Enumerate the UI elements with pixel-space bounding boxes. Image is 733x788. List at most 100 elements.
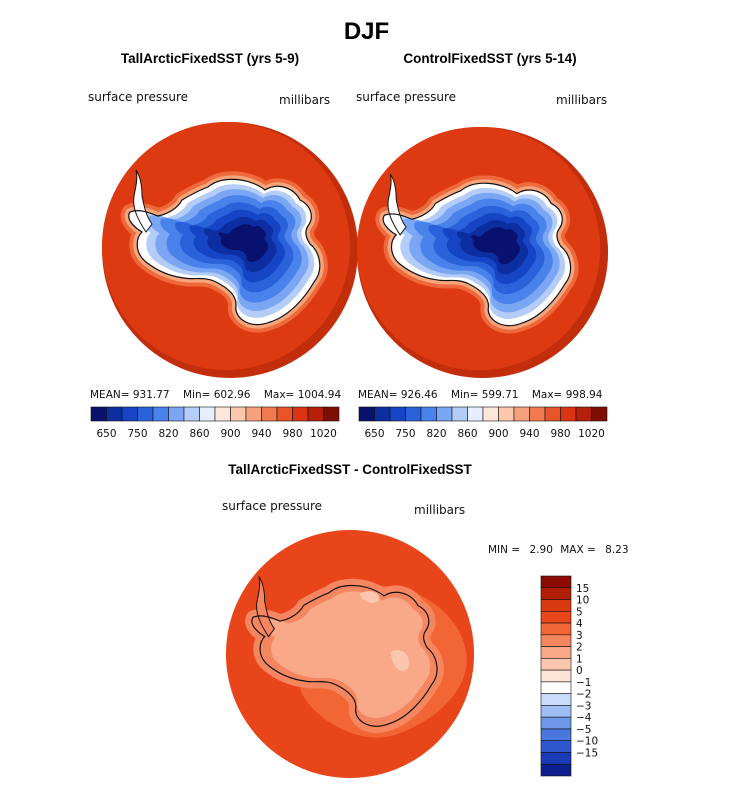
panel-left-mean-label: MEAN= bbox=[90, 389, 130, 401]
panel-diff-title: TallArcticFixedSST - ControlFixedSST bbox=[228, 462, 472, 477]
colorbar-box bbox=[436, 406, 453, 422]
panel-diff-min-label: MIN = bbox=[488, 544, 521, 556]
colorbar-box bbox=[374, 406, 391, 422]
panel-left-max-value: 1004.94 bbox=[297, 389, 342, 401]
colorbar-tick-label: 650 bbox=[364, 428, 384, 440]
colorbar-tick-label: −4 bbox=[576, 712, 592, 724]
colorbar-box bbox=[482, 406, 499, 422]
colorbar-tick-label: −3 bbox=[576, 700, 591, 712]
colorbar-box bbox=[467, 406, 484, 422]
colorbar-tick-label: 750 bbox=[127, 428, 147, 440]
panel-right-title: ControlFixedSST (yrs 5-14) bbox=[403, 51, 577, 66]
panel-left-units-label: millibars bbox=[279, 93, 331, 107]
colorbar-tick-label: 650 bbox=[96, 428, 116, 440]
colorbar-box bbox=[544, 406, 561, 422]
colorbar-tick-label: 10 bbox=[576, 595, 589, 607]
colorbar-box bbox=[560, 406, 577, 422]
panel-diff-map bbox=[225, 529, 475, 779]
colorbar-box bbox=[358, 406, 375, 422]
colorbar-tick-label: 15 bbox=[576, 583, 589, 595]
colorbar-box bbox=[540, 716, 572, 730]
colorbar-tick-label: 900 bbox=[488, 428, 508, 440]
colorbar-box bbox=[513, 406, 530, 422]
panel-left-colorbar: 650 750 820 860 900 940 980 1020 bbox=[90, 406, 340, 440]
diff-high-2 bbox=[390, 650, 409, 672]
panel-left-variable-label: surface pressure bbox=[88, 90, 188, 104]
colorbar-tick-label: 980 bbox=[550, 428, 570, 440]
colorbar-box bbox=[540, 658, 572, 671]
pressure-contour-7 bbox=[218, 224, 269, 262]
colorbar-tick-label: 5 bbox=[576, 606, 583, 618]
colorbar-box bbox=[245, 406, 262, 422]
colorbar-tick-label: −15 bbox=[576, 747, 598, 759]
colorbar-tick-label: 860 bbox=[457, 428, 477, 440]
panel-diff-units-label: millibars bbox=[414, 503, 466, 517]
panel-diff-min-value: 2.90 bbox=[529, 544, 553, 556]
panel-right-mean-label: MEAN= bbox=[358, 389, 398, 401]
colorbar-box bbox=[540, 763, 572, 777]
panel-left-title: TallArcticFixedSST (yrs 5-9) bbox=[120, 51, 300, 66]
colorbar-box bbox=[323, 406, 340, 422]
colorbar-box bbox=[540, 599, 572, 612]
panel-right-min-label: Min= bbox=[450, 389, 479, 401]
panel-left-max-label: Max= bbox=[263, 389, 295, 401]
colorbar-box bbox=[106, 406, 123, 422]
colorbar-box bbox=[137, 406, 154, 422]
colorbar-tick-label: −10 bbox=[576, 736, 598, 748]
colorbar-box bbox=[591, 406, 608, 422]
colorbar-box bbox=[540, 610, 572, 624]
coastline bbox=[251, 585, 438, 727]
panel-diff-stats: MIN = 2.90 MAX = 8.23 bbox=[488, 544, 629, 556]
colorbar-tick-label: −2 bbox=[576, 689, 591, 701]
colorbar-box bbox=[540, 646, 572, 659]
panel-right-variable-label: surface pressure bbox=[356, 90, 456, 104]
figure-title: DJF bbox=[343, 18, 390, 45]
colorbar-tick-label: 820 bbox=[158, 428, 178, 440]
colorbar-box bbox=[420, 406, 437, 422]
colorbar-box bbox=[276, 406, 293, 422]
panel-left-min-value: 602.96 bbox=[213, 389, 251, 401]
colorbar-box bbox=[540, 587, 572, 600]
colorbar-tick-label: 860 bbox=[189, 428, 209, 440]
panel-right-colorbar: 650 750 820 860 900 940 980 1020 bbox=[358, 406, 608, 440]
colorbar-box bbox=[199, 406, 216, 422]
colorbar-box bbox=[121, 406, 138, 422]
colorbar-tick-label: 820 bbox=[426, 428, 446, 440]
coastline bbox=[382, 182, 572, 327]
colorbar-box bbox=[540, 728, 572, 742]
colorbar-box bbox=[261, 406, 278, 422]
colorbar-box bbox=[307, 406, 324, 422]
colorbar-box bbox=[540, 693, 572, 706]
coastline bbox=[128, 178, 321, 326]
colorbar-box bbox=[405, 406, 422, 422]
colorbar-box bbox=[540, 705, 572, 718]
colorbar-tick-label: 940 bbox=[251, 428, 271, 440]
peninsula bbox=[256, 576, 276, 638]
panel-diff-variable-label: surface pressure bbox=[222, 499, 322, 513]
colorbar-tick-label: 1 bbox=[576, 653, 583, 665]
colorbar-box bbox=[529, 406, 546, 422]
panel-left-mean-value: 931.77 bbox=[132, 389, 170, 401]
panel-right-map bbox=[356, 126, 609, 379]
colorbar-box bbox=[540, 752, 572, 765]
colorbar-tick-label: 1020 bbox=[310, 428, 337, 440]
peninsula bbox=[133, 169, 153, 233]
colorbar-tick-label: 2 bbox=[576, 642, 583, 654]
colorbar-box bbox=[292, 406, 309, 422]
panel-right-mean-value: 926.46 bbox=[400, 389, 438, 401]
colorbar-box bbox=[451, 406, 468, 422]
colorbar-box bbox=[540, 634, 572, 647]
panel-right-max-value: 998.94 bbox=[565, 389, 603, 401]
colorbar-box bbox=[214, 406, 231, 422]
colorbar-tick-label: 750 bbox=[395, 428, 415, 440]
colorbar-box bbox=[168, 406, 185, 422]
colorbar-tick-label: 900 bbox=[220, 428, 240, 440]
colorbar-box bbox=[90, 406, 107, 422]
colorbar-box bbox=[575, 406, 592, 422]
colorbar-tick-label: 980 bbox=[282, 428, 302, 440]
colorbar-tick-label: −5 bbox=[576, 724, 591, 736]
colorbar-box bbox=[540, 575, 572, 589]
peninsula bbox=[387, 173, 407, 236]
panel-right-max-label: Max= bbox=[531, 389, 563, 401]
